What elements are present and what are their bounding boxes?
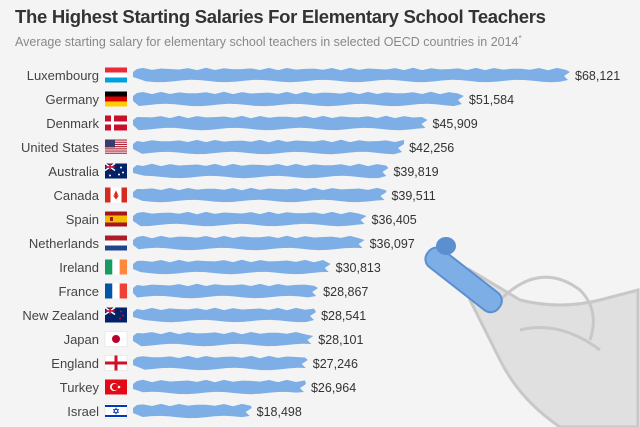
salary-bar [133, 115, 428, 131]
salary-value-label: $36,405 [372, 213, 417, 227]
country-label: Denmark [46, 116, 99, 131]
salary-bar [133, 187, 387, 203]
australia-flag-icon [104, 162, 127, 179]
country-label: Israel [67, 404, 99, 419]
spain-flag-icon [105, 211, 127, 227]
israel-flag-icon [104, 403, 128, 419]
country-label: Australia [48, 164, 99, 179]
subtitle-text: Average starting salary for elementary s… [15, 35, 519, 50]
salary-value-label: $28,867 [323, 285, 368, 299]
country-label: Turkey [60, 380, 100, 395]
ireland-flag-icon [105, 259, 128, 275]
country-label: Japan [64, 332, 99, 347]
canada-flag-icon [105, 187, 127, 203]
salary-bar [133, 211, 367, 227]
france-flag-icon [105, 283, 128, 299]
salary-value-label: $28,541 [321, 309, 366, 323]
england-flag-icon [104, 355, 128, 371]
salary-bar [133, 355, 308, 371]
country-label: France [59, 284, 99, 299]
salary-value-label: $42,256 [409, 141, 454, 155]
turkey-flag-icon [105, 379, 127, 395]
country-label: Germany [46, 92, 100, 107]
chart-title: The Highest Starting Salaries For Elemen… [15, 6, 546, 27]
netherlands-flag-icon [105, 235, 127, 251]
salary-value-label: $26,964 [311, 381, 356, 395]
salary-value-label: $45,909 [433, 117, 478, 131]
salary-value-label: $36,097 [370, 237, 415, 251]
denmark-flag-icon [105, 115, 127, 131]
country-label: England [51, 356, 99, 371]
country-label: United States [21, 140, 100, 155]
salary-value-label: $27,246 [313, 357, 358, 371]
country-label: Canada [53, 188, 99, 203]
salary-bar [133, 139, 405, 155]
country-label: Ireland [59, 260, 99, 275]
country-label: Spain [66, 212, 99, 227]
salary-bar [133, 235, 365, 251]
salary-value-label: $30,813 [336, 261, 381, 275]
salary-bar [133, 307, 317, 323]
salary-bar [133, 259, 331, 275]
chart-subtitle: Average starting salary for elementary s… [15, 31, 630, 50]
salary-bar [133, 163, 389, 179]
new-zealand-flag-icon [104, 306, 127, 323]
germany-flag-icon [105, 91, 127, 107]
country-label: Netherlands [29, 236, 100, 251]
salary-value-label: $39,819 [393, 165, 438, 179]
salary-value-label: $18,498 [257, 405, 302, 419]
salary-value-label: $68,121 [575, 69, 620, 83]
salary-value-label: $39,511 [391, 189, 435, 203]
salary-value-label: $28,101 [318, 333, 363, 347]
japan-flag-icon [104, 331, 128, 347]
footnote-mark: * [518, 34, 522, 43]
luxembourg-flag-icon [105, 67, 127, 83]
united-states-flag-icon [105, 139, 127, 154]
salary-value-label: $51,584 [469, 93, 514, 107]
salary-bar [133, 403, 252, 419]
country-label: New Zealand [22, 308, 99, 323]
salary-bar [133, 91, 464, 107]
hand-with-chalk-illustration [424, 237, 640, 427]
salary-bar [133, 67, 570, 83]
salary-bar [133, 331, 314, 347]
salary-bar [133, 379, 306, 395]
country-label: Luxembourg [27, 68, 99, 83]
salary-bar [133, 283, 319, 299]
